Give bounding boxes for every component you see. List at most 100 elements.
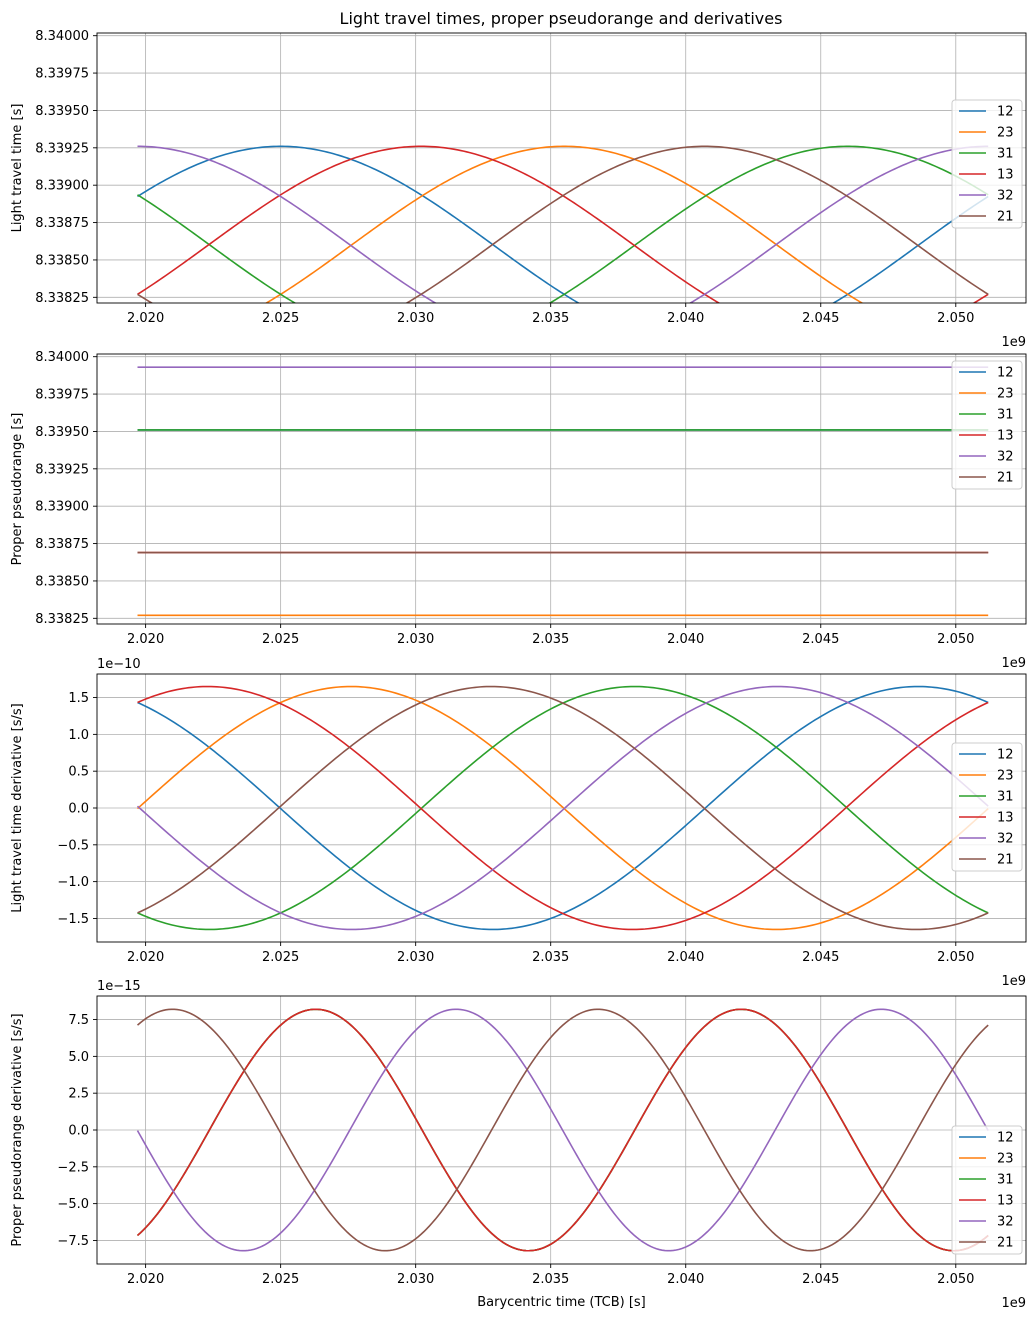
x-tick-label: 2.040 xyxy=(667,950,704,965)
y-tick-label: 8.33825 xyxy=(35,291,89,306)
series-line-31 xyxy=(137,145,989,303)
y-tick-label: 8.33825 xyxy=(35,612,89,627)
x-tick-label: 2.020 xyxy=(127,632,164,647)
x-tick-label: 2.035 xyxy=(532,1272,569,1287)
axes-frame xyxy=(96,32,1027,304)
legend-label-31: 31 xyxy=(997,147,1014,162)
x-tick-label: 2.020 xyxy=(127,311,164,326)
x-tick-label: 2.050 xyxy=(937,950,974,965)
x-tick-label: 2.045 xyxy=(802,632,839,647)
y-tick-label: 7.5 xyxy=(68,1013,89,1028)
legend-label-21: 21 xyxy=(997,1236,1014,1251)
x-tick-label: 2.035 xyxy=(532,632,569,647)
y-axis-label: Proper pseudorange [s] xyxy=(10,413,25,566)
y-tick-label: −1.5 xyxy=(57,912,89,927)
y-tick-label: 0.0 xyxy=(68,802,89,817)
y-tick-label: −2.5 xyxy=(57,1160,89,1175)
series-line-32 xyxy=(136,1008,989,1252)
x-tick-label: 2.020 xyxy=(127,950,164,965)
subplot-1: 2.020 2.025 2.030 2.035 2.040 2.045 2.050 8.338… xyxy=(10,29,1027,350)
y-tick-label: 0.5 xyxy=(68,765,89,780)
x-tick-label: 2.045 xyxy=(802,1272,839,1287)
x-tick-label: 2.050 xyxy=(937,1272,974,1287)
legend-label-13: 13 xyxy=(997,168,1014,183)
series-line-32 xyxy=(136,685,989,931)
x-offset-label: 1e9 xyxy=(1001,335,1026,350)
subplot-4: 2.020 2.025 2.030 2.035 2.040 2.045 2.050 −7.5 −… xyxy=(10,979,1027,1311)
y-tick-label: 8.33875 xyxy=(35,537,89,552)
y-tick-label: 8.33850 xyxy=(35,253,89,268)
y-tick-label: 8.33900 xyxy=(35,179,89,194)
series-line-23 xyxy=(264,145,864,303)
x-offset-label: 1e9 xyxy=(1001,1296,1026,1311)
y-tick-label: 2.5 xyxy=(68,1087,89,1102)
subplot-2: 2.020 2.025 2.030 2.035 2.040 2.045 2.050 8.338… xyxy=(10,350,1027,671)
legend-label-13: 13 xyxy=(997,1194,1014,1209)
legend-label-23: 23 xyxy=(997,769,1014,784)
y-tick-label: 8.33950 xyxy=(35,104,89,119)
y-axis-label: Light travel time derivative [s/s] xyxy=(10,703,25,912)
x-tick-label: 2.035 xyxy=(532,311,569,326)
x-tick-label: 2.040 xyxy=(667,632,704,647)
x-offset-label: 1e9 xyxy=(1001,656,1026,671)
y-tick-label: 0.0 xyxy=(68,1124,89,1139)
y-tick-label: 8.33975 xyxy=(35,67,89,82)
x-tick-label: 2.025 xyxy=(262,1272,299,1287)
x-tick-label: 2.030 xyxy=(397,632,434,647)
x-tick-label: 2.050 xyxy=(937,311,974,326)
x-tick-label: 2.025 xyxy=(262,632,299,647)
series-line-21 xyxy=(136,1008,989,1252)
y-tick-label: 8.33850 xyxy=(35,574,89,589)
legend-label-12: 12 xyxy=(997,366,1014,381)
series-group xyxy=(137,366,989,617)
x-tick-label: 2.040 xyxy=(667,1272,704,1287)
x-tick-label: 2.025 xyxy=(262,950,299,965)
x-tick-label: 2.045 xyxy=(802,311,839,326)
y-tick-label: 1.5 xyxy=(68,691,89,706)
legend-label-12: 12 xyxy=(997,748,1014,763)
y-tick-label: 8.33975 xyxy=(35,388,89,403)
series-group xyxy=(136,685,989,931)
series-line-12 xyxy=(137,145,989,303)
y-tick-label: −7.5 xyxy=(57,1234,89,1249)
y-tick-label: 8.33925 xyxy=(35,462,89,477)
x-tick-label: 2.040 xyxy=(667,311,704,326)
x-tick-label: 2.030 xyxy=(397,311,434,326)
series-group xyxy=(136,1008,989,1252)
series-line-21 xyxy=(137,145,989,303)
legend-label-31: 31 xyxy=(997,1173,1014,1188)
y-tick-label: 8.34000 xyxy=(35,29,89,44)
y-tick-label: −5.0 xyxy=(57,1197,89,1212)
series-line-21 xyxy=(137,685,989,931)
legend-label-21: 21 xyxy=(997,210,1014,225)
x-tick-label: 2.030 xyxy=(397,950,434,965)
legend-label-13: 13 xyxy=(997,811,1014,826)
x-offset-label: 1e9 xyxy=(1001,974,1026,989)
x-tick-label: 2.045 xyxy=(802,950,839,965)
legend: 12 23 31 13 32 21 xyxy=(951,99,1023,229)
legend-label-23: 23 xyxy=(997,1152,1014,1167)
legend-label-12: 12 xyxy=(997,1131,1014,1146)
legend-label-12: 12 xyxy=(997,105,1014,120)
y-axis-label: Light travel time [s] xyxy=(10,104,25,233)
series-line-13 xyxy=(136,1008,989,1252)
y-tick-label: 8.33900 xyxy=(35,500,89,515)
axes-frame xyxy=(96,353,1027,625)
x-tick-label: 2.035 xyxy=(532,950,569,965)
y-tick-label: −0.5 xyxy=(57,838,89,853)
subplot-3: 2.020 2.025 2.030 2.035 2.040 2.045 2.050 −1.5 −… xyxy=(10,657,1027,989)
legend-label-21: 21 xyxy=(997,853,1014,868)
legend-label-31: 31 xyxy=(997,790,1014,805)
y-axis-label: Proper pseudorange derivative [s/s] xyxy=(10,1013,25,1246)
legend: 12 23 31 13 32 21 xyxy=(951,360,1023,490)
figure-title: Light travel times, proper pseudorange a… xyxy=(340,9,783,28)
x-tick-label: 2.030 xyxy=(397,1272,434,1287)
legend-label-21: 21 xyxy=(997,471,1014,486)
legend-label-32: 32 xyxy=(997,450,1014,465)
legend: 12 23 31 13 32 21 xyxy=(951,1125,1023,1255)
x-tick-label: 2.025 xyxy=(262,311,299,326)
legend-label-13: 13 xyxy=(997,429,1014,444)
y-offset-label: 1e−15 xyxy=(97,979,141,994)
